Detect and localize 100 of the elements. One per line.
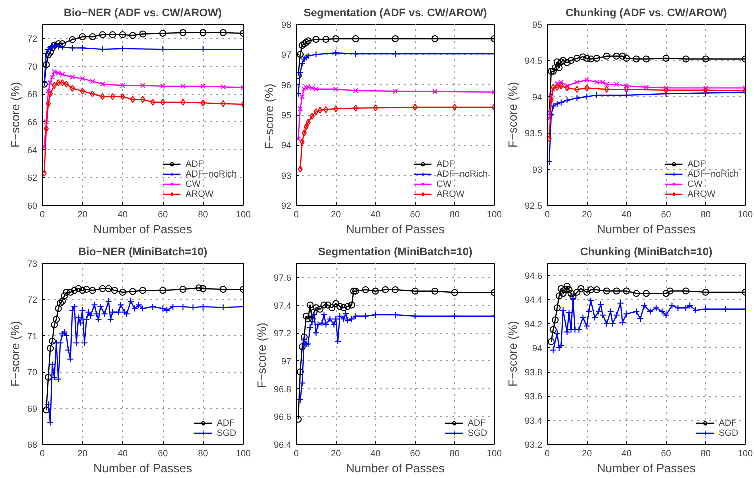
y-tick-label: 93.2 xyxy=(524,440,543,450)
x-tick-label: 40 xyxy=(370,448,381,458)
y-tick-label: 68 xyxy=(27,440,38,450)
x-tick-label: 80 xyxy=(450,210,460,220)
y-tick-label: 96.8 xyxy=(274,384,292,394)
chart-title: Bio−NER (MiniBatch=10) xyxy=(78,246,208,258)
y-axis-title: F−score (%) xyxy=(8,82,22,148)
y-tick-label: 94.6 xyxy=(524,271,543,282)
x-tick-label: 100 xyxy=(236,448,252,458)
x-tick-label: 0 xyxy=(40,448,46,458)
y-tick-label: 72 xyxy=(27,34,38,44)
x-tick-label: 80 xyxy=(198,448,208,458)
chart-title: Segmentation (ADF vs. CW/AROW) xyxy=(304,8,488,20)
x-axis-title: Number of Passes xyxy=(597,222,696,236)
x-tick-label: 40 xyxy=(118,210,128,220)
y-tick-label: 95 xyxy=(281,110,292,120)
x-tick-label: 60 xyxy=(410,210,420,220)
legend-label: AROW xyxy=(186,189,214,199)
legend-label: ADF xyxy=(186,159,205,169)
x-tick-label: 60 xyxy=(158,210,168,220)
y-tick-label: 94.5 xyxy=(524,56,543,66)
y-tick-label: 60 xyxy=(27,201,38,211)
y-axis-title: F−score (%) xyxy=(254,322,269,389)
y-tick-label: 72 xyxy=(27,295,38,306)
y-tick-label: 97 xyxy=(281,356,292,366)
y-tick-label: 93 xyxy=(281,170,292,181)
x-axis-title: Number of Passes xyxy=(346,462,445,476)
legend-label: ADF xyxy=(436,159,456,169)
x-tick-label: 40 xyxy=(118,448,128,458)
x-tick-label: 80 xyxy=(700,448,711,458)
x-axis-title: Number of Passes xyxy=(94,222,192,236)
y-tick-label: 96.4 xyxy=(274,440,292,450)
y-tick-label: 69 xyxy=(27,404,38,414)
chart-title: Segmentation (MiniBatch=10) xyxy=(318,246,473,258)
y-tick-label: 70 xyxy=(27,368,38,378)
y-tick-label: 93 xyxy=(532,164,543,175)
x-tick-label: 60 xyxy=(158,448,168,458)
x-tick-label: 20 xyxy=(582,210,592,220)
y-tick-label: 93.8 xyxy=(524,368,543,378)
y-tick-label: 93.4 xyxy=(524,416,543,426)
y-axis-title: F−score (%) xyxy=(262,84,276,150)
y-tick-label: 64 xyxy=(27,145,38,156)
y-tick-label: 93.5 xyxy=(524,128,543,139)
y-tick-label: 96 xyxy=(281,80,292,90)
y-tick-label: 73 xyxy=(27,259,38,269)
y-axis-title: F−score (%) xyxy=(506,321,520,387)
y-tick-label: 97.4 xyxy=(274,300,292,311)
y-tick-label: 95 xyxy=(532,20,543,30)
y-tick-label: 97 xyxy=(281,50,292,60)
legend-label: AROW xyxy=(436,189,465,199)
x-tick-label: 100 xyxy=(738,210,754,220)
x-tick-label: 20 xyxy=(582,448,592,458)
y-tick-label: 97.6 xyxy=(274,272,292,283)
x-tick-label: 60 xyxy=(661,448,672,458)
x-tick-label: 100 xyxy=(236,210,252,220)
x-tick-label: 80 xyxy=(198,210,208,220)
x-axis-title: Number of Passes xyxy=(597,462,696,476)
y-tick-label: 68 xyxy=(27,90,38,100)
y-tick-label: 94.2 xyxy=(524,319,543,330)
x-tick-label: 40 xyxy=(370,210,381,220)
y-tick-label: 98 xyxy=(281,20,292,30)
legend-label: SGD xyxy=(468,428,488,438)
y-tick-label: 66 xyxy=(27,117,38,128)
x-tick-label: 80 xyxy=(700,210,711,220)
x-tick-label: 20 xyxy=(78,448,88,458)
y-tick-label: 94 xyxy=(532,92,543,102)
chart-title: Chunking (ADF vs. CW/AROW) xyxy=(566,8,728,20)
y-tick-label: 94 xyxy=(532,343,543,354)
x-tick-label: 40 xyxy=(622,210,632,220)
y-tick-label: 92.5 xyxy=(524,201,543,211)
y-axis-title: F−score (%) xyxy=(506,82,520,148)
x-tick-label: 0 xyxy=(40,210,46,220)
chart-title: Bio−NER (ADF vs. CW/AROW) xyxy=(64,8,222,20)
legend-label: ADF−noRich xyxy=(688,169,739,179)
legend-label: ADF xyxy=(217,418,236,428)
legend-label: AROW xyxy=(688,189,716,199)
x-tick-label: 20 xyxy=(331,448,342,458)
x-axis-title: Number of Passes xyxy=(346,222,445,236)
x-tick-label: 100 xyxy=(486,448,502,458)
legend-label: ADF−noRich xyxy=(186,169,237,179)
legend-label: SGD xyxy=(217,428,237,438)
x-tick-label: 20 xyxy=(331,210,342,220)
x-tick-label: 60 xyxy=(410,448,420,458)
y-tick-label: 94.4 xyxy=(524,295,543,306)
legend-label: SGD xyxy=(719,428,739,438)
chart-title: Chunking (MiniBatch=10) xyxy=(580,246,713,258)
y-tick-label: 93.6 xyxy=(524,392,543,402)
y-tick-label: 94 xyxy=(281,140,292,151)
x-tick-label: 0 xyxy=(544,210,550,220)
x-tick-label: 0 xyxy=(294,448,300,458)
x-tick-label: 40 xyxy=(622,448,632,458)
legend-label: ADF xyxy=(688,159,707,169)
y-tick-label: 92 xyxy=(281,201,292,211)
y-tick-label: 97.2 xyxy=(274,328,292,339)
legend-label: ADF xyxy=(719,418,738,428)
y-tick-label: 62 xyxy=(27,173,38,184)
x-tick-label: 60 xyxy=(661,210,672,220)
legend-label: ADF−noRich xyxy=(436,169,488,179)
y-tick-label: 96.6 xyxy=(274,412,292,422)
y-axis-title: F−score (%) xyxy=(8,321,22,387)
